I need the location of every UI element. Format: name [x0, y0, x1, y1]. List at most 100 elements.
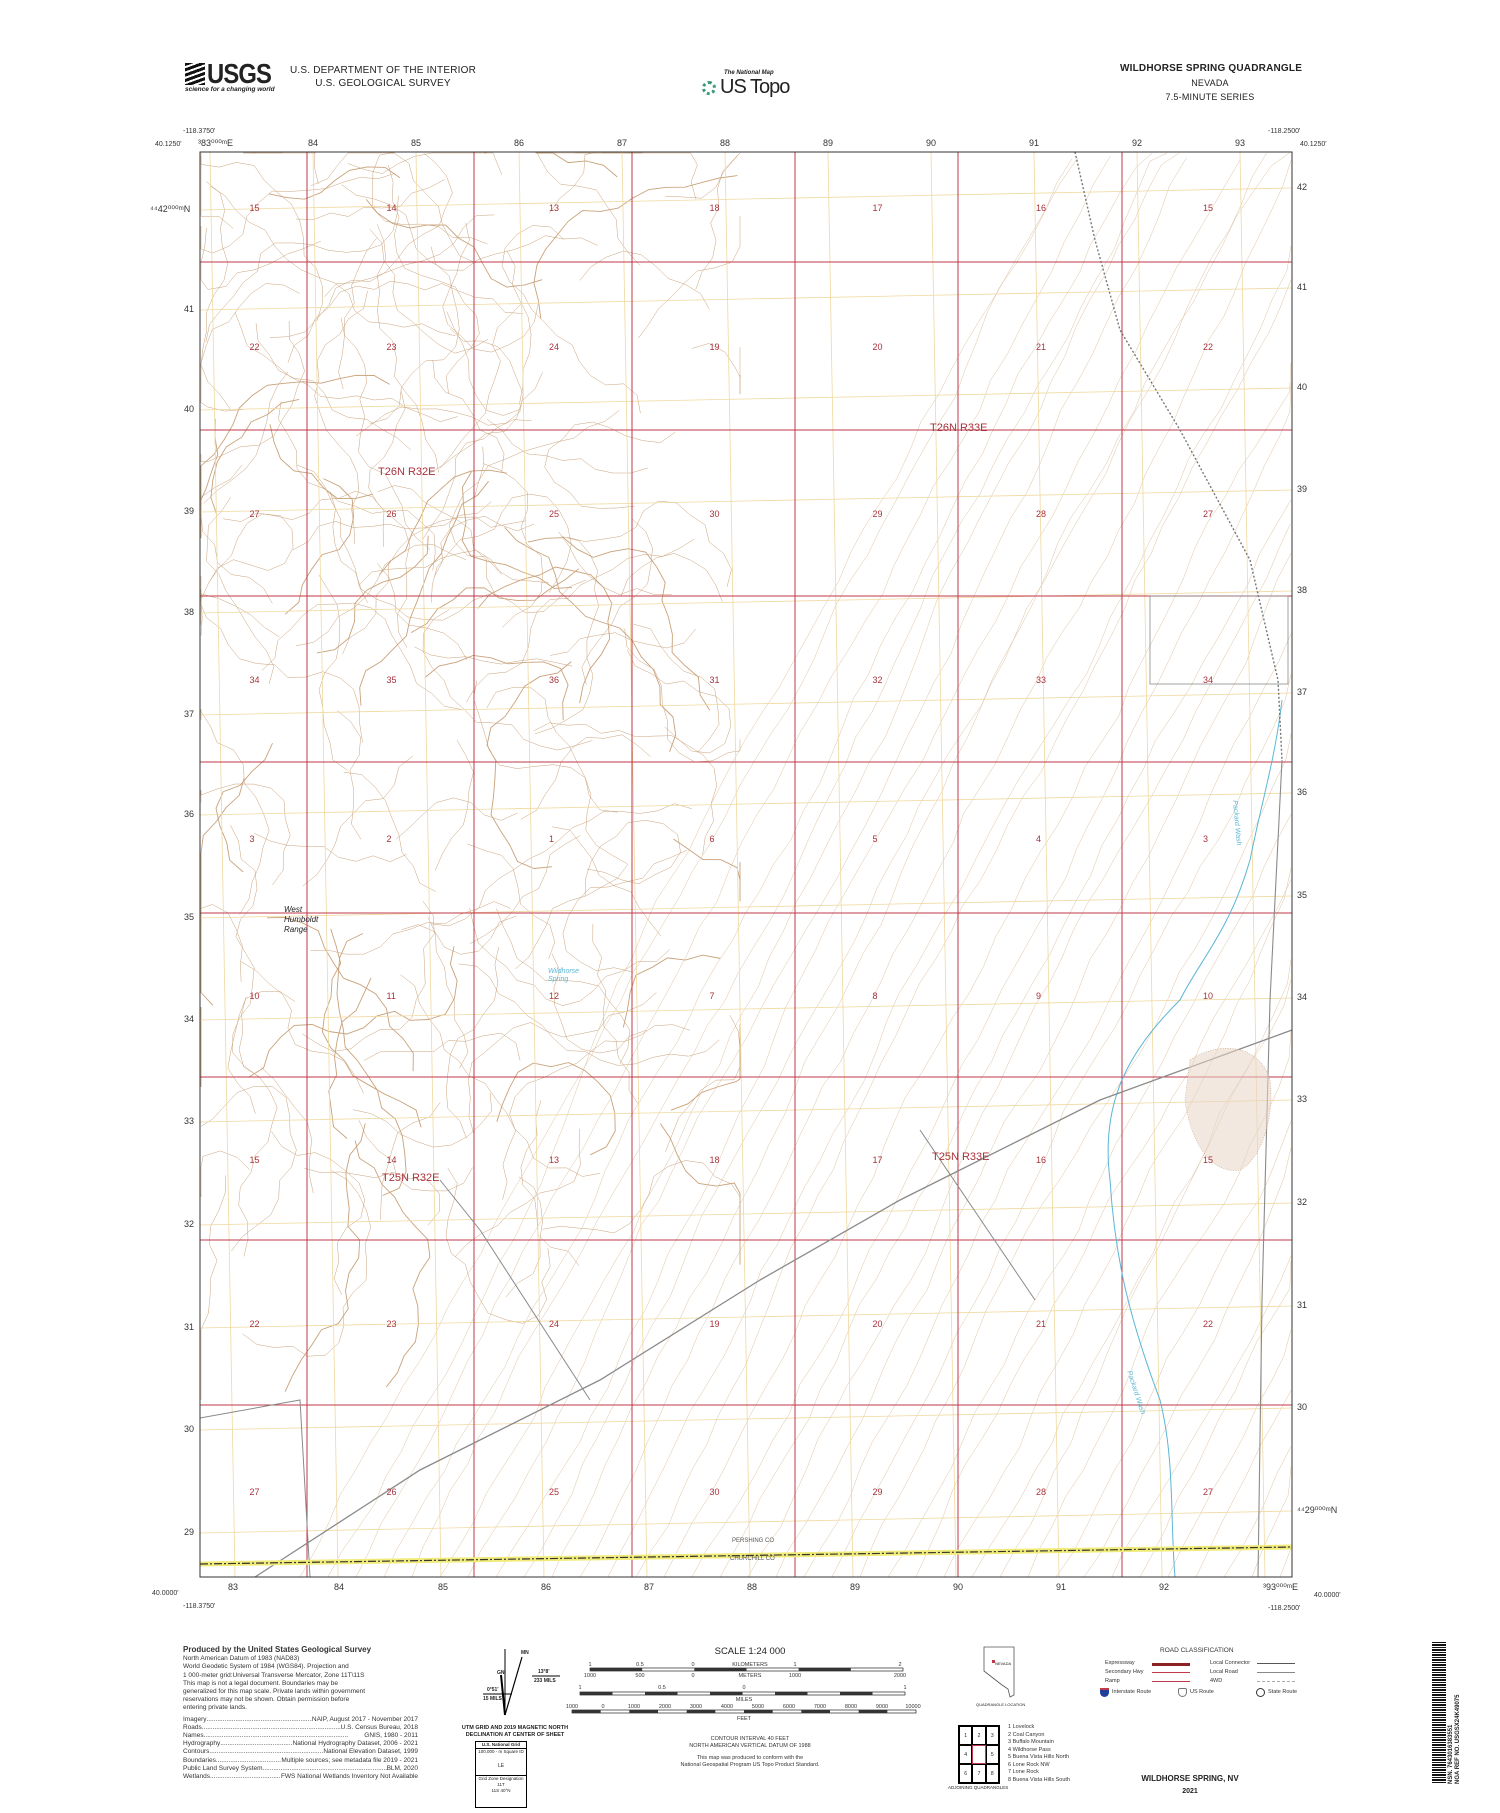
location-caption: QUADRANGLE LOCATION [976, 1702, 1026, 1707]
contour-line [261, 602, 463, 710]
mile-bar-segment [840, 1692, 873, 1695]
contour-line [1279, 1548, 1292, 1578]
state-route-circle-icon [1256, 1688, 1265, 1697]
contour-line [477, 566, 613, 704]
section-number: 17 [872, 1154, 883, 1165]
contour-line [365, 199, 543, 288]
section-number: 28 [1036, 1487, 1047, 1497]
nw-longitude: -118.3750' [183, 128, 216, 135]
county-line-dash [199, 1546, 1293, 1565]
road-class-label: Local Road [1210, 1669, 1238, 1675]
source-row: Contours................................… [183, 1748, 418, 1756]
utm-easting-line [518, 151, 545, 1578]
feet-bar-segment [572, 1710, 601, 1713]
northing-label-left: 36 [184, 809, 195, 819]
road-class-symbol [1257, 1681, 1295, 1682]
northing-label-right: ⁴⁴29⁰⁰⁰ᵐN [1297, 1505, 1338, 1515]
contour-line [368, 391, 410, 648]
contour-line [302, 755, 414, 887]
contour-line [254, 833, 407, 862]
contour-line [377, 224, 439, 473]
section-lines [199, 151, 1293, 1578]
credits-title: Produced by the United States Geological… [183, 1645, 372, 1654]
wildhorse-spring-label: Wildhorse Spring [548, 968, 579, 984]
contour-line [635, 279, 1292, 1578]
nw-latitude: 40.1250' [155, 141, 182, 148]
contour-line [520, 734, 651, 820]
contour-line [691, 343, 741, 395]
section-number: 3 [1203, 833, 1209, 844]
road-class-symbol [1257, 1663, 1295, 1664]
contour-line [496, 1062, 616, 1156]
contour-line [310, 152, 477, 264]
contour-line [352, 1092, 493, 1148]
section-number: 24 [549, 342, 560, 352]
quad-title: WILDHORSE SPRING QUADRANGLE [1120, 63, 1303, 74]
adjoining-quad-cell: 1 [959, 1726, 973, 1745]
route-label: US Route [1190, 1689, 1214, 1695]
contour-line [255, 322, 411, 451]
contour-line [338, 237, 377, 390]
contour-line [200, 856, 243, 982]
contour-line [238, 996, 278, 1257]
contour-line [551, 953, 647, 1054]
contour-line [626, 649, 732, 754]
left-mils: 15 MILS [483, 1696, 502, 1702]
section-number: 34 [1203, 675, 1214, 685]
easting-label-top: 91 [1029, 138, 1040, 148]
northing-label-right: 34 [1297, 992, 1308, 1002]
contour-line [284, 478, 354, 615]
utm-easting-line [1033, 151, 1060, 1578]
northing-label-right: 37 [1297, 687, 1308, 697]
contour-line [1111, 1255, 1292, 1578]
contour-line [552, 826, 662, 937]
northing-label-right: 36 [1297, 787, 1308, 797]
contour-line [523, 152, 1290, 1578]
mile-label: 0.5 [658, 1685, 666, 1691]
contour-line [327, 157, 1078, 1578]
contour-line [200, 513, 294, 636]
contour-line [200, 1150, 250, 1197]
section-number: 19 [709, 342, 720, 352]
section-number: 3 [249, 833, 255, 844]
contour-line [673, 838, 741, 902]
contour-line [466, 538, 695, 703]
section-number: 21 [1036, 1318, 1047, 1329]
utm-easting-line [724, 151, 751, 1578]
contour-line [269, 424, 373, 500]
contour-line [691, 383, 1292, 1578]
section-number: 30 [709, 1487, 720, 1497]
section-number: 20 [872, 342, 883, 352]
nsn-number: NSN. 7643016383551 [1448, 1724, 1454, 1784]
square-id: LE [497, 1763, 505, 1769]
contour-line [377, 563, 468, 661]
source-name: Hydrography [183, 1740, 221, 1748]
mile-bar-segment [775, 1692, 808, 1695]
easting-label-top: 87 [617, 138, 628, 148]
easting-label-top: 90 [926, 138, 937, 148]
contour-line [427, 372, 543, 475]
easting-label-bottom: 83 [228, 1582, 239, 1592]
feet-bar-segment [629, 1710, 658, 1713]
contour-line [665, 1015, 741, 1152]
northing-label-right: 31 [1297, 1300, 1308, 1310]
utm-northing-line [199, 489, 1293, 513]
se-longitude: -118.2500' [1268, 1605, 1301, 1612]
utm-easting-line [827, 151, 854, 1578]
adjoining-quad-cell: 8 [985, 1764, 999, 1783]
us-national-grid-box: U.S. National Grid 100,000 - m Square ID… [475, 1741, 527, 1808]
road-class-label: Secondary Hwy [1105, 1669, 1144, 1675]
mile-label: 0 [742, 1685, 745, 1691]
road-class-symbol [1257, 1672, 1295, 1673]
section-number: 27 [1203, 509, 1214, 519]
contour-line [567, 500, 732, 587]
contour-line [446, 947, 499, 1139]
credits-line: reservations may not be shown. Obtain pe… [183, 1696, 350, 1704]
km-bar-segment [798, 1668, 851, 1671]
ne-longitude: -118.2500' [1268, 128, 1301, 135]
m-label: 2000 [894, 1673, 906, 1679]
easting-label-bottom: 87 [644, 1582, 655, 1592]
map-neatline [199, 151, 1293, 1578]
contour-line [310, 901, 511, 955]
